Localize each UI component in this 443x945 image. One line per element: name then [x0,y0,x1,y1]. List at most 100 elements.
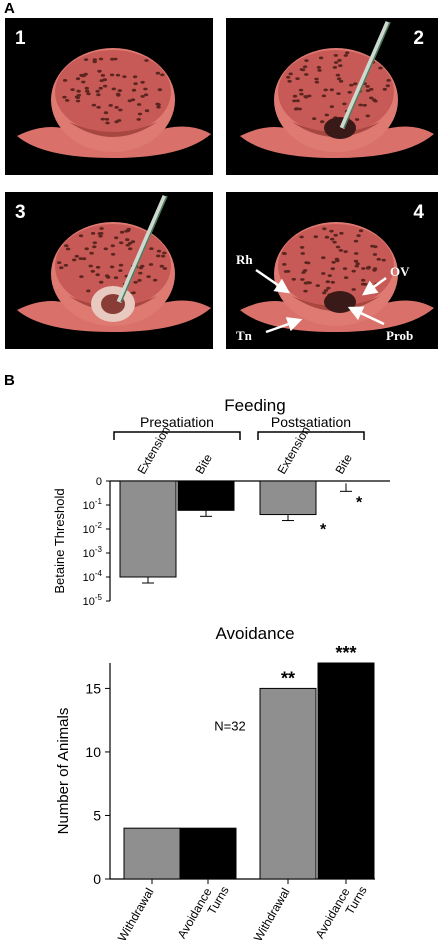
pigment-spot [128,247,133,251]
pigment-spot [322,227,327,231]
pigment-spot [354,264,359,268]
pigment-spot [331,260,336,264]
rh-arrow [255,268,291,294]
photo-4: 4 Rh OV Tn Prob [226,192,438,349]
pigment-spot [299,68,304,71]
pigment-spot [336,77,342,81]
pigment-spot [295,99,300,103]
pigment-spot [156,254,161,258]
label-ov: OV [390,264,410,279]
pigment-spot [373,99,378,103]
pigment-spot [353,239,359,243]
pigment-spot [332,66,338,69]
pigment-spot [345,51,350,55]
pigment-spot [90,232,96,235]
pigment-spot [104,117,110,121]
pigment-spot [115,92,121,96]
pigment-spot [65,247,71,251]
label-prob: Prob [386,328,414,343]
pigment-spot [144,109,150,113]
pigment-spot [324,235,330,239]
snail-body [17,48,211,158]
pigment-spot [110,252,116,256]
pigment-spot [338,79,344,83]
category-label: AvoidanceTurns [313,877,370,940]
pigment-spot [65,99,70,102]
pigment-spot [136,103,142,106]
y-tick-label: 10-3 [83,545,103,560]
pigment-spot [339,231,344,235]
pigment-spot [70,88,75,91]
pigment-spot [318,56,324,60]
pigment-spot [353,259,359,263]
y-tick-label: 10-1 [83,497,103,512]
bar [119,480,177,578]
pigment-spot [88,264,93,268]
pigment-spot [81,80,86,84]
pigment-spot [300,278,305,281]
pigment-spot [96,93,101,97]
proboscis [324,117,356,139]
y-tick-label: 15 [85,680,101,696]
photo-number: 1 [15,28,26,49]
pigment-spot [302,269,308,272]
pigment-spot [157,88,163,92]
pigment-spot [361,267,366,270]
pigment-spot [110,244,116,248]
pigment-spot [295,77,300,80]
avoidance-title: Avoidance [215,624,295,643]
pigment-spot [90,269,96,273]
pigment-spot [370,244,375,248]
pigment-spot [81,257,87,261]
y-tick-label: 0 [93,871,101,887]
pigment-spot [132,75,138,79]
snail-body [240,21,434,158]
pigment-spot [287,79,292,83]
significance-mark: *** [335,645,356,663]
pigment-spot [326,286,331,290]
y-tick-label: 10-2 [83,521,103,536]
snail-illustration [17,195,211,332]
pigment-spot [335,73,341,77]
pigment-spot [140,264,145,268]
bar [259,687,317,880]
pigment-spot [95,273,100,277]
snail-back [55,50,171,134]
label-rh: Rh [236,252,253,267]
pigment-spot [365,114,370,118]
pigment-spot [75,99,81,103]
pigment-spot [78,257,83,260]
pigment-spot [84,86,90,90]
pigment-spot [354,252,359,255]
pigment-spot [159,264,164,268]
pigment-spot [162,251,167,255]
pigment-spot [320,120,325,124]
pigment-spot [330,267,335,271]
panel-b-label: B [4,372,15,389]
pigment-spot [115,73,121,77]
pigment-spot [117,89,123,92]
avoidance-chart: 0 5 10 15 Number of Animals Withdrawal Avoidan… [55,645,375,941]
pigment-spot [97,69,102,73]
pigment-spot [327,274,332,277]
probe [116,195,168,303]
category-label: Withdrawal [251,886,293,941]
pigment-spot [144,59,149,62]
pigment-spot [162,267,168,270]
probe-edge [343,21,391,129]
pigment-spot [382,87,387,91]
pigment-spot [130,240,136,244]
pigment-spot [119,230,125,234]
pigment-spot [99,280,104,284]
snail-illustration [240,21,434,158]
pigment-spot [302,65,308,69]
pigment-spot [75,77,81,81]
pigment-spot [137,279,142,282]
pigment-spot [372,253,378,256]
pigment-spot [103,247,109,251]
pigment-spot [91,103,97,107]
pigment-spot [369,87,374,91]
pigment-spot [365,89,371,92]
pigment-spot [57,261,62,264]
pigment-spot [298,88,304,92]
